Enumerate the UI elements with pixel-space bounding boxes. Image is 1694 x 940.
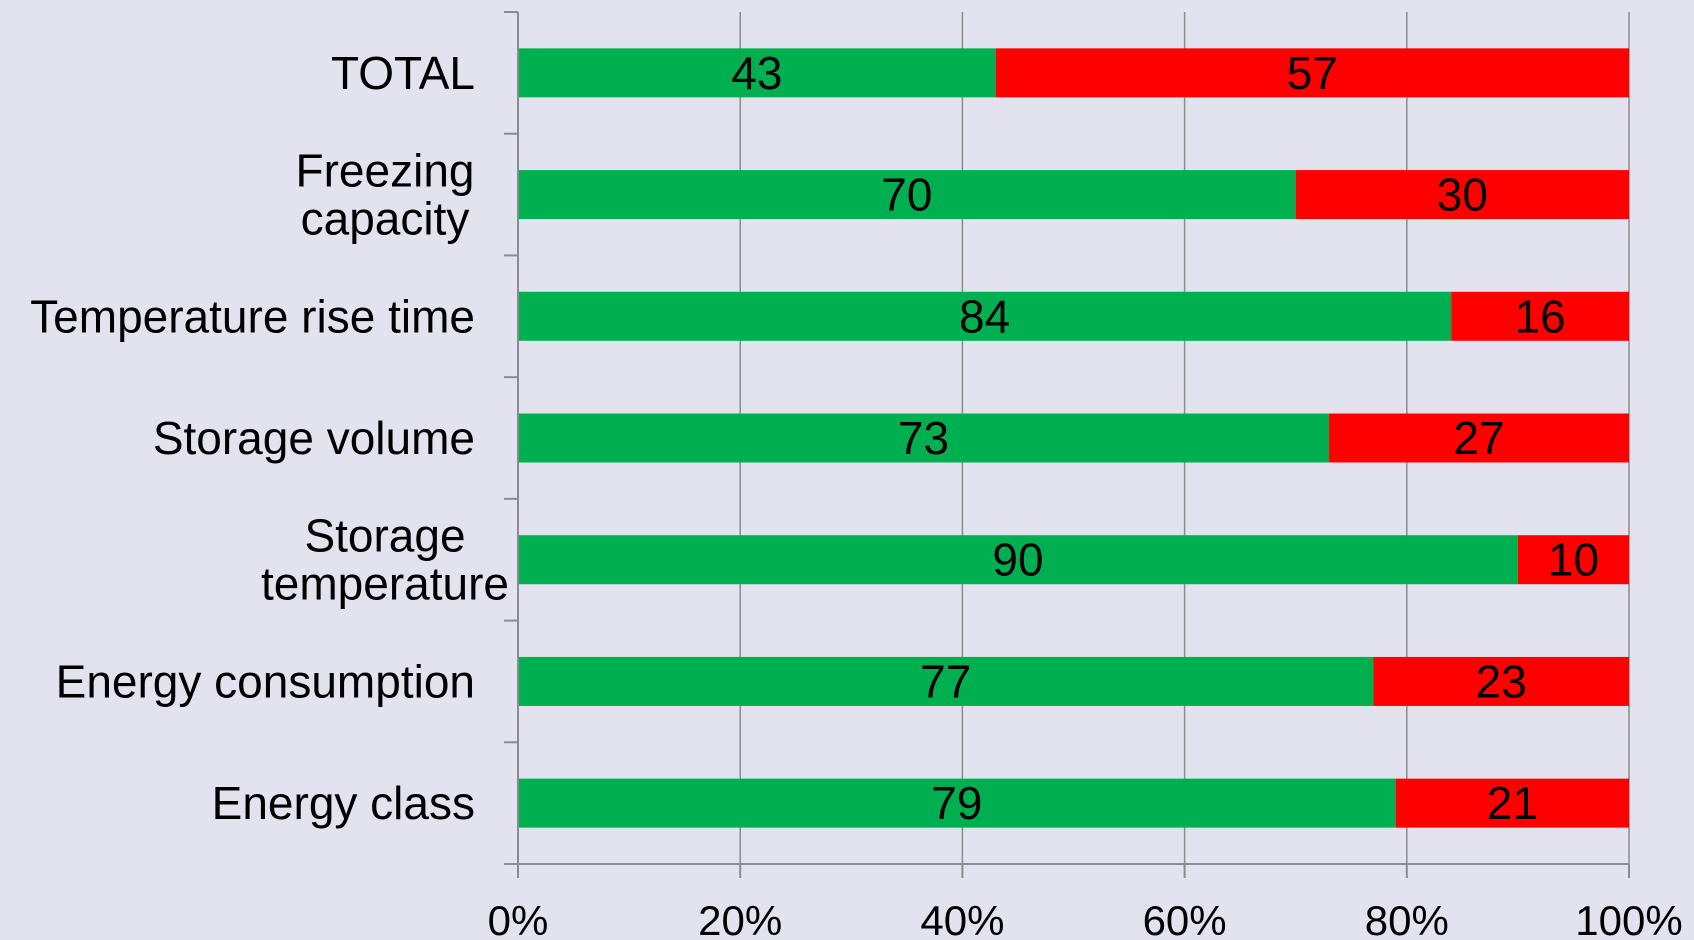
- bar-segment: [1451, 291, 1629, 341]
- category-label: Storage temperature: [261, 510, 509, 610]
- data-label: 73: [898, 412, 949, 464]
- category-label: Energy class: [212, 777, 475, 829]
- data-label: 79: [931, 777, 982, 829]
- bar-segment: [1329, 413, 1629, 463]
- category-label: Energy consumption: [56, 655, 475, 707]
- x-tick-label: 60%: [1143, 897, 1227, 940]
- category-label-line: Freezing: [296, 145, 475, 197]
- x-tick-label: 100%: [1575, 897, 1682, 940]
- category-label-line: capacity: [301, 193, 470, 245]
- category-label: TOTAL: [331, 47, 475, 99]
- category-label: Freezing capacity: [296, 145, 475, 245]
- bar-segment: [518, 778, 1396, 828]
- x-tick-label: 0%: [488, 897, 549, 940]
- data-label: 77: [920, 655, 971, 707]
- bar-segment: [518, 170, 1296, 220]
- bar-segment: [995, 48, 1629, 98]
- data-label: 23: [1476, 655, 1527, 707]
- data-label: 84: [959, 290, 1010, 342]
- category-label-line: Storage volume: [153, 412, 475, 464]
- bar-segment: [1395, 778, 1629, 828]
- data-label: 70: [881, 169, 932, 221]
- category-label-line: Temperature rise time: [30, 290, 475, 342]
- data-label: 16: [1515, 290, 1566, 342]
- category-label-line: Energy consumption: [56, 655, 475, 707]
- data-label: 43: [731, 47, 782, 99]
- category-label-line: temperature: [261, 558, 509, 610]
- category-label: Temperature rise time: [30, 290, 475, 342]
- data-label: 21: [1487, 777, 1538, 829]
- x-tick-label: 20%: [698, 897, 782, 940]
- data-label: 10: [1548, 534, 1599, 586]
- bar-segment: [1517, 535, 1629, 585]
- bar-segment: [518, 535, 1518, 585]
- data-label: 57: [1287, 47, 1338, 99]
- bar-segment: [518, 48, 996, 98]
- bar-segment: [1373, 656, 1629, 706]
- category-label: Storage volume: [153, 412, 475, 464]
- category-label-line: TOTAL: [331, 47, 475, 99]
- data-label: 90: [992, 534, 1043, 586]
- bar-segment: [518, 291, 1452, 341]
- bar-segment: [1295, 170, 1629, 220]
- x-tick-label: 80%: [1365, 897, 1449, 940]
- category-label-line: Energy class: [212, 777, 475, 829]
- data-label: 30: [1437, 169, 1488, 221]
- bar-segment: [518, 413, 1330, 463]
- data-label: 27: [1453, 412, 1504, 464]
- x-tick-label: 40%: [920, 897, 1004, 940]
- bar-segment: [518, 656, 1374, 706]
- category-label-line: Storage: [304, 510, 465, 562]
